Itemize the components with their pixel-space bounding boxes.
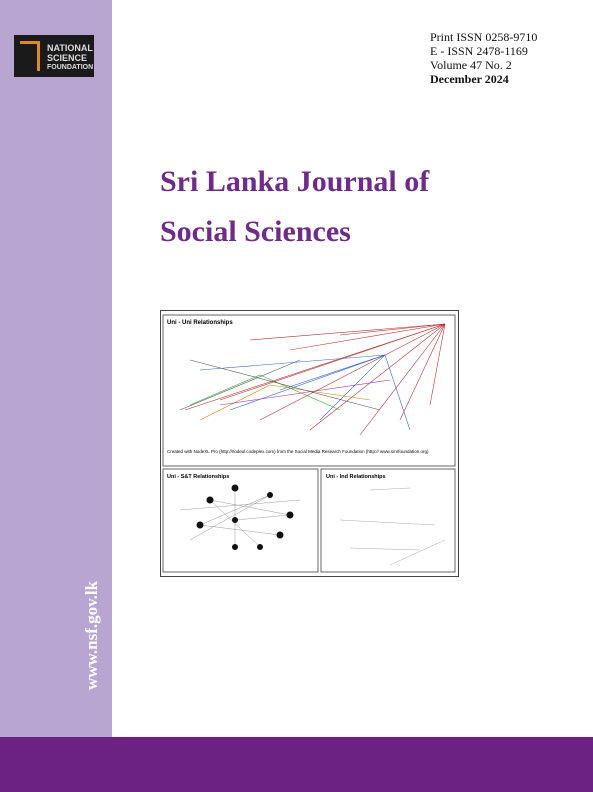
e-issn: E - ISSN 2478-1169 [430,44,528,58]
side-strip [0,0,112,737]
website: www.nsf.gov.lk [82,580,101,690]
network-edges [339,487,446,566]
network-edges [179,488,301,548]
logo-text: FOUNDATION [47,64,94,71]
issue-info: Print ISSN 0258-9710 E - ISSN 2478-1169 … [430,30,537,86]
logo-text: SCIENCE [47,53,88,63]
panel-frame [320,468,456,573]
journal-title: Social Sciences [160,215,351,248]
journal-title: Sri Lanka Journal of [160,165,430,198]
logo-text: NATIONAL [47,43,93,53]
logo: NATIONAL SCIENCE FOUNDATION [14,35,94,77]
panel-title: Uni - S&T Relationships [167,474,229,480]
panel-frame [162,314,456,467]
logo-mark [20,41,40,71]
print-issn: Print ISSN 0258-9710 [430,30,538,44]
network-nodes [196,484,294,550]
cover-figure: Uni - Uni Relationships Created with Nod… [160,310,459,577]
panel-title: Uni - Uni Relationships [167,320,233,326]
panel-frame [162,468,319,573]
date: December 2024 [430,72,509,86]
bottom-band [0,737,593,792]
network-edges [179,323,446,436]
panel-credit: Created with NodeXL Pro (http://nodexl.c… [167,449,429,454]
panel-title: Uni - Ind Relationships [326,474,386,480]
volume: Volume 47 No. 2 [430,58,512,72]
